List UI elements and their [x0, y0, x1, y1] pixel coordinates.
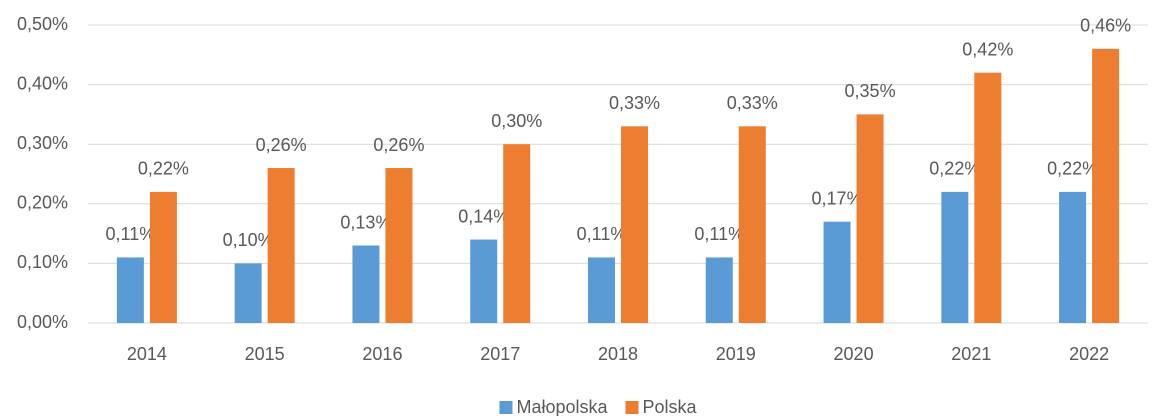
- data-label: 0,26%: [373, 135, 424, 155]
- data-label: 0,11%: [694, 224, 744, 244]
- y-tick-label: 0,00%: [17, 312, 68, 332]
- bar: [267, 168, 295, 323]
- data-label: 0,30%: [491, 111, 542, 131]
- x-tick-label: 2022: [1069, 344, 1109, 364]
- y-tick-label: 0,30%: [17, 133, 68, 153]
- x-tick-label: 2017: [480, 344, 520, 364]
- x-tick-label: 2021: [951, 344, 991, 364]
- y-tick-label: 0,20%: [17, 193, 68, 213]
- data-label: 0,33%: [727, 93, 778, 113]
- bar: [588, 257, 615, 323]
- bar: [352, 245, 380, 323]
- data-label: 0,13%: [340, 212, 391, 232]
- legend-label: Małopolska: [516, 397, 608, 416]
- data-label: 0,10%: [223, 230, 274, 250]
- bar: [1092, 48, 1120, 324]
- bar: [470, 239, 498, 323]
- data-label: 0,17%: [812, 188, 863, 208]
- x-tick-label: 2016: [362, 344, 402, 364]
- bar: [941, 191, 969, 323]
- data-label: 0,14%: [458, 206, 509, 226]
- x-tick-label: 2019: [716, 344, 756, 364]
- bar: [149, 191, 177, 323]
- data-label: 0,11%: [106, 224, 156, 244]
- bar: [856, 114, 884, 324]
- bar: [705, 257, 733, 323]
- legend-swatch: [499, 401, 513, 414]
- data-label: 0,42%: [962, 39, 1013, 59]
- x-tick-label: 2014: [127, 344, 167, 364]
- bar: [234, 263, 262, 323]
- data-label: 0,46%: [1080, 16, 1131, 36]
- y-tick-label: 0,10%: [17, 252, 68, 272]
- legend-swatch: [625, 401, 639, 414]
- bar: [738, 126, 766, 323]
- data-label: 0,26%: [256, 135, 307, 155]
- data-label: 0,11%: [577, 224, 627, 244]
- x-tick-label: 2018: [598, 344, 638, 364]
- bar: [503, 144, 531, 323]
- bar: [621, 126, 648, 323]
- data-label: 0,33%: [609, 93, 660, 113]
- data-label: 0,22%: [138, 159, 189, 179]
- bar: [1059, 191, 1087, 323]
- x-tick-label: 2020: [834, 344, 874, 364]
- data-label: 0,22%: [929, 159, 980, 179]
- bar: [116, 257, 144, 323]
- data-label: 0,35%: [845, 81, 896, 101]
- bar: [385, 168, 413, 323]
- bar: [974, 72, 1002, 324]
- data-label: 0,22%: [1047, 159, 1098, 179]
- bar: [823, 221, 851, 323]
- legend-label: Polska: [643, 397, 698, 416]
- x-tick-label: 2015: [245, 344, 285, 364]
- y-tick-label: 0,50%: [17, 14, 68, 34]
- y-tick-label: 0,40%: [17, 73, 68, 93]
